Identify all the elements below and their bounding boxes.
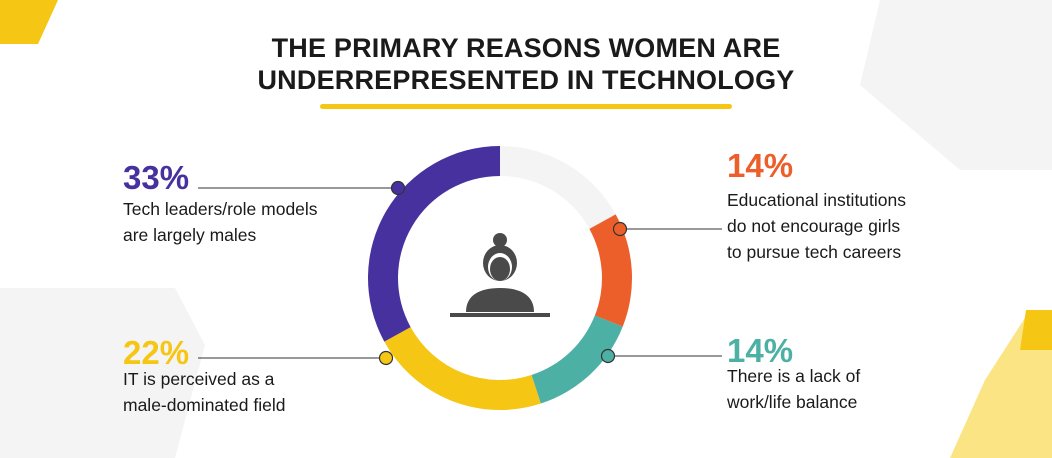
donut-slice-2	[531, 315, 623, 404]
slices-layer	[368, 146, 633, 411]
slice-percent-1: 14%	[727, 147, 794, 184]
connectors-layer	[198, 180, 722, 366]
slice-description-line: There is a lack of	[727, 366, 861, 386]
slice-description-line: Tech leaders/role models	[123, 199, 318, 219]
connector-dot-2	[600, 348, 616, 364]
slice-description-3: IT is perceived as a male-dominated field	[123, 366, 285, 418]
page-title: THE PRIMARY REASONS WOMEN ARE UNDERREPRE…	[0, 32, 1052, 96]
slice-description-line: do not encourage girls	[727, 216, 901, 236]
slice-description-line: male-dominated field	[123, 395, 286, 415]
title-underline	[320, 104, 732, 109]
woman-at-desk-icon	[450, 233, 550, 317]
title-line-2: UNDERREPRESENTED IN TECHNOLOGY	[257, 65, 795, 95]
donut-slice-3	[384, 327, 541, 411]
slice-percent-3: 22%	[123, 334, 190, 371]
slice-description-line: are largely males	[123, 225, 257, 245]
slice-description-line: work/life balance	[727, 392, 858, 412]
slice-percent-0: 33%	[123, 159, 190, 196]
yellow-small-shape	[1020, 310, 1052, 350]
connector-dot-0	[390, 180, 406, 196]
gray-hexagon-shape-right	[860, 0, 1052, 170]
title-line-1: THE PRIMARY REASONS WOMEN ARE	[271, 33, 781, 63]
slice-percent-2: 14%	[727, 332, 794, 369]
connector-dot-1	[612, 221, 628, 237]
slice-description-2: There is a lack of work/life balance	[727, 363, 860, 415]
slice-description-line: to pursue tech careers	[727, 242, 902, 262]
slice-description-1: Educational institutions do not encourage…	[727, 187, 906, 265]
donut-slice-1	[589, 214, 633, 327]
yellow-corner-shape	[0, 0, 58, 44]
slice-description-0: Tech leaders/role models are largely male…	[123, 196, 318, 248]
donut-slice-0	[368, 146, 500, 342]
slice-description-line: Educational institutions	[727, 190, 906, 210]
connector-dot-3	[378, 350, 394, 366]
slice-description-line: IT is perceived as a	[123, 369, 275, 389]
gray-hexagon-shape-left	[0, 288, 205, 458]
